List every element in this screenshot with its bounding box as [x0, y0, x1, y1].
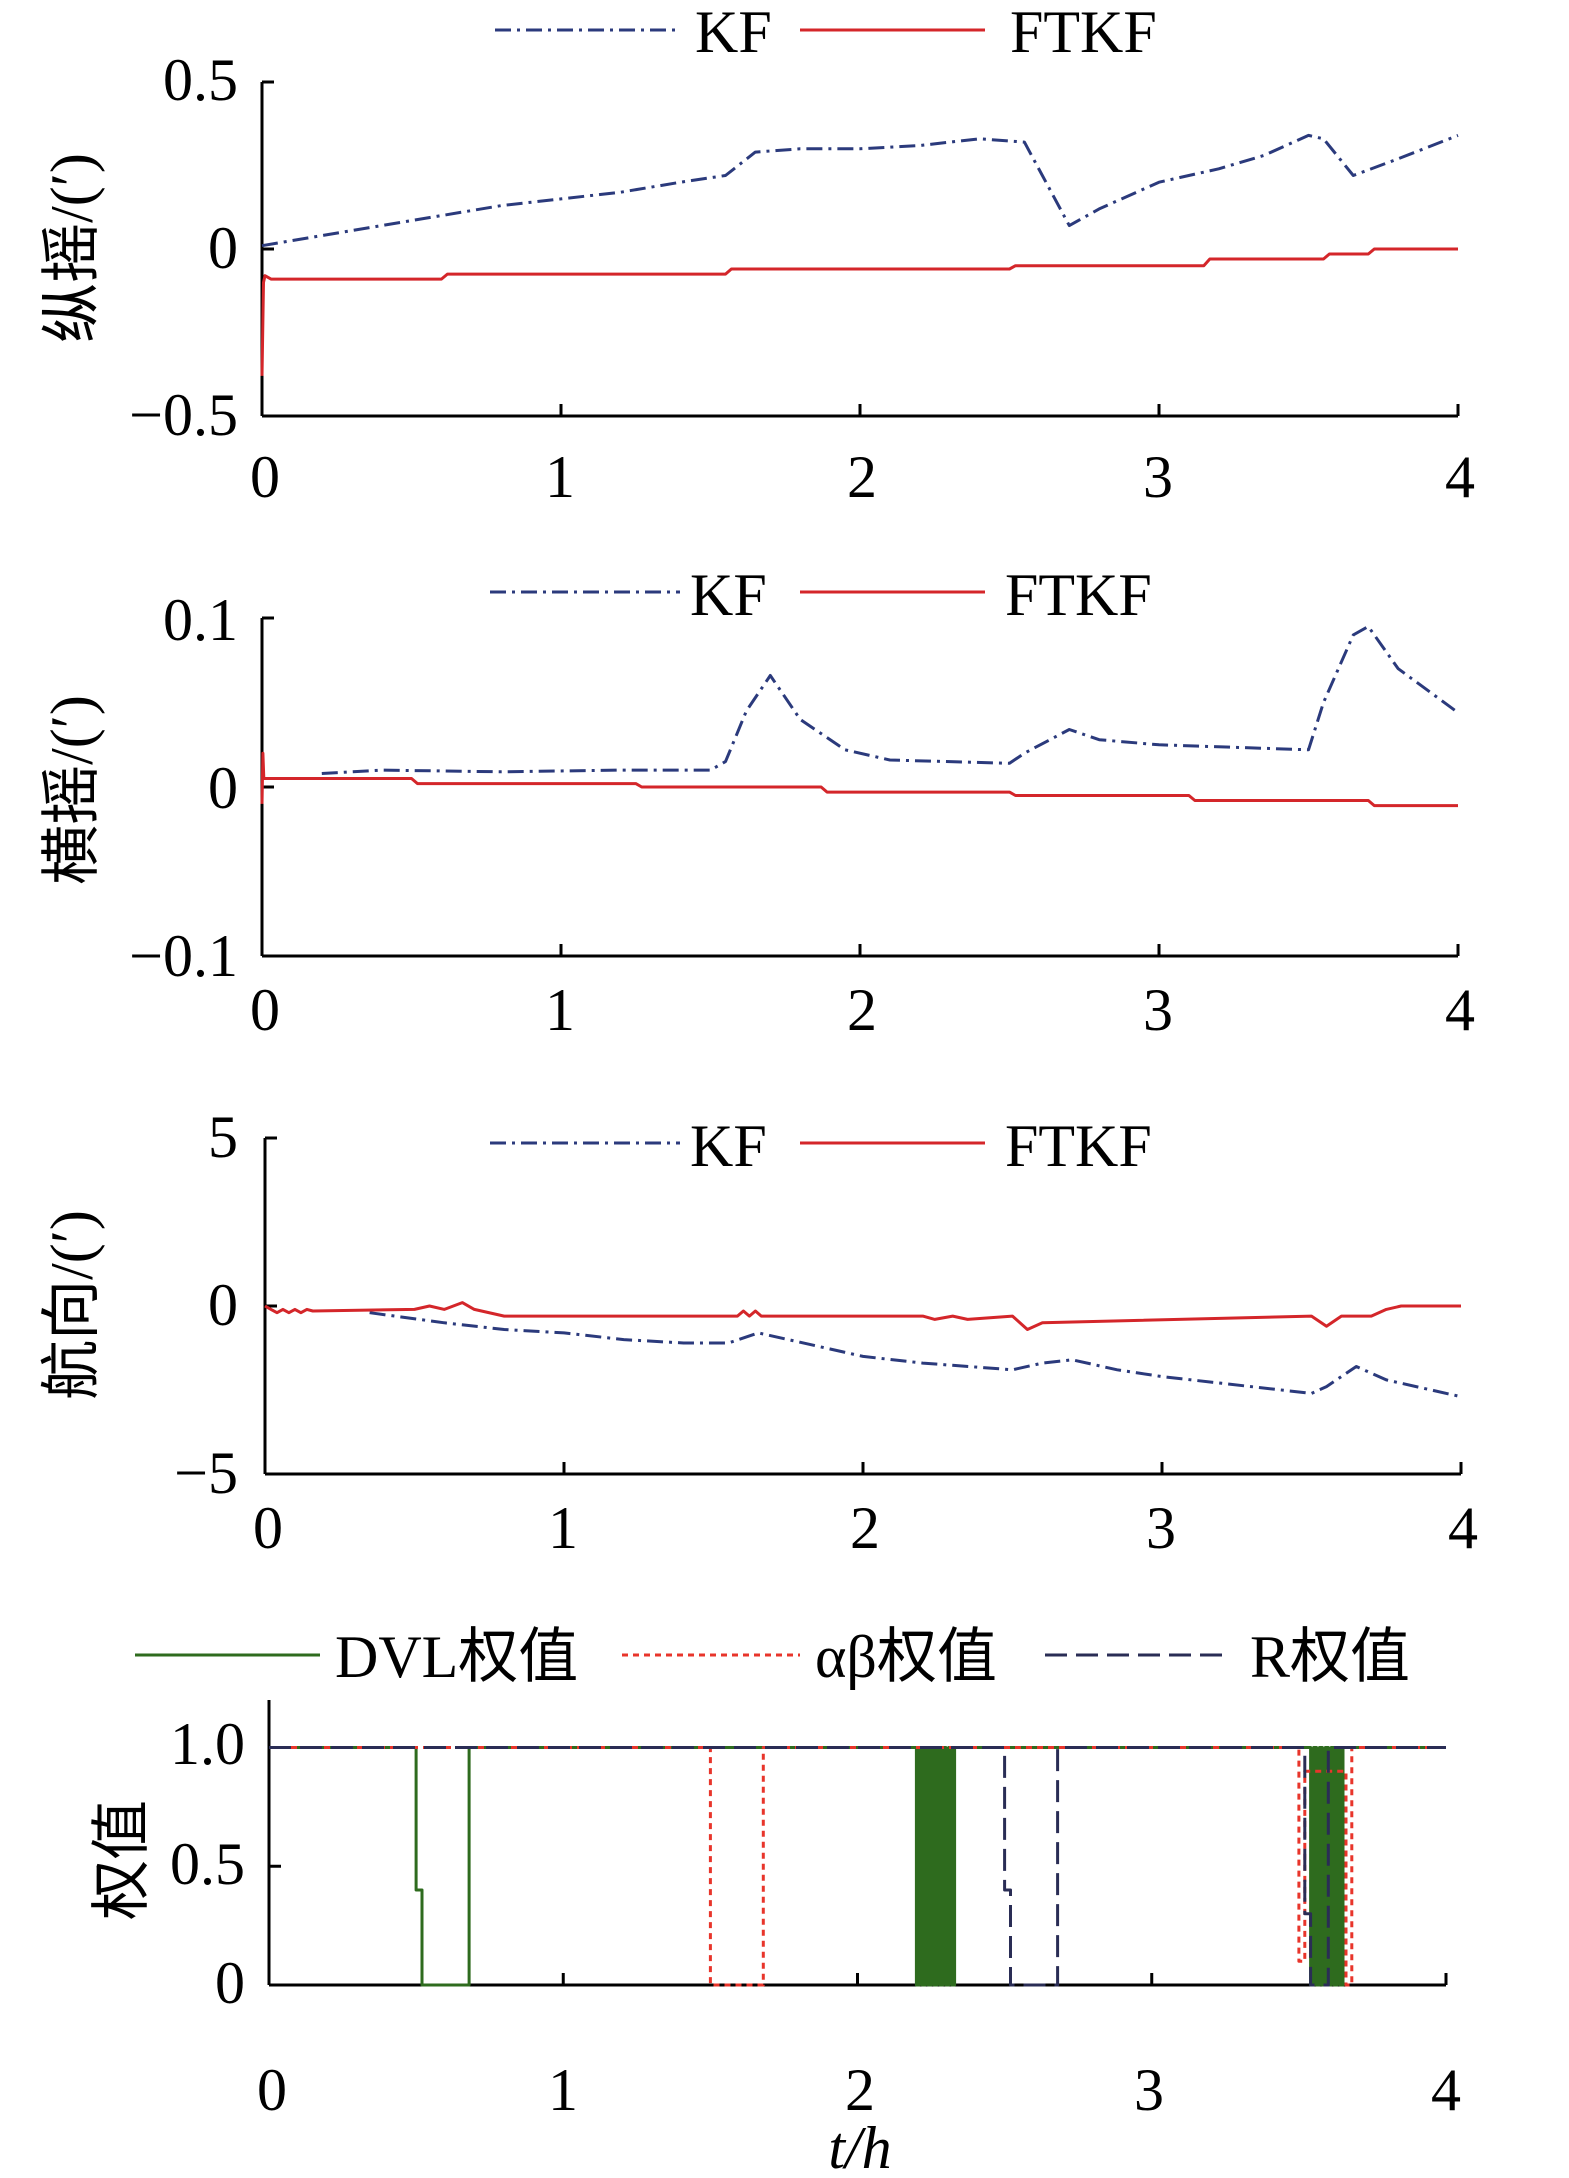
weights-x-tick-labels: 0 1 2 3 4 [257, 2057, 1461, 2123]
roll-y-tick-label: 0 [208, 755, 238, 821]
weights-x-tick-label: 4 [1431, 2057, 1461, 2123]
heading-legend-ftkf-label: FTKF [1005, 1113, 1152, 1179]
heading-x-tick-label: 4 [1448, 1495, 1478, 1561]
roll-legend-ftkf-label: FTKF [1005, 562, 1152, 628]
weights-series-3-line [269, 1746, 1446, 1987]
roll-panel: KF FTKF 横摇/(′) 0.1 0 −0.1 0 1 2 3 4 [39, 562, 1475, 1043]
pitch-panel: KF FTKF 纵摇/(′) 0.5 0 −0.5 0 1 2 3 4 [39, 0, 1475, 510]
heading-y-tick-labels: 5 0 −5 [174, 1104, 238, 1506]
pitch-y-tick-label: 0 [208, 215, 238, 281]
roll-x-tick-label: 4 [1445, 977, 1475, 1043]
heading-series-2-line [264, 1301, 1461, 1331]
pitch-x-tick-labels: 0 1 2 3 4 [250, 444, 1475, 510]
heading-x-tick-label: 0 [253, 1495, 283, 1561]
pitch-series-1-line [261, 133, 1459, 248]
roll-series-1-line [321, 625, 1459, 775]
weights-x-axis-label: t/h [828, 2115, 891, 2178]
roll-y-tick-labels: 0.1 0 −0.1 [129, 587, 238, 989]
heading-legend: KF FTKF [490, 1113, 1152, 1179]
weights-y-tick-label: 0.5 [170, 1831, 245, 1897]
heading-x-tick-label: 1 [548, 1495, 578, 1561]
heading-x-tick-labels: 0 1 2 3 4 [253, 1495, 1478, 1561]
weights-x-tick-label: 0 [257, 2057, 287, 2123]
roll-y-axis-label: 横摇/(′) [39, 695, 105, 885]
heading-panel: KF FTKF 航向/(′) 5 0 −5 0 1 2 3 4 [39, 1104, 1478, 1561]
pitch-legend-ftkf-label: FTKF [1010, 0, 1157, 65]
pitch-legend-kf-label: KF [695, 0, 772, 65]
weights-series-2-line [269, 1746, 1446, 1987]
heading-y-tick-label: −5 [174, 1440, 238, 1506]
roll-series-2-line [260, 751, 1458, 808]
weights-legend-dvl-label: DVL权值 [335, 1624, 578, 1690]
pitch-series-2-line [260, 247, 1458, 376]
weights-panel: DVL权值 αβ权值 R权值 权值 1.0 0.5 0 0 1 2 3 4 t/… [89, 1624, 1461, 2178]
pitch-x-tick-label: 1 [545, 444, 575, 510]
pitch-x-tick-label: 4 [1445, 444, 1475, 510]
weights-x-tick-label: 3 [1134, 2057, 1164, 2123]
weights-legend-ab-label: αβ权值 [815, 1624, 997, 1690]
pitch-x-tick-label: 2 [847, 444, 877, 510]
pitch-y-tick-label: 0.5 [163, 47, 238, 113]
pitch-y-axis-label: 纵摇/(′) [39, 153, 105, 343]
pitch-y-tick-labels: 0.5 0 −0.5 [129, 47, 238, 448]
heading-x-tick-label: 2 [850, 1495, 880, 1561]
weights-legend-r-label: R权值 [1250, 1624, 1410, 1690]
weights-y-tick-labels: 1.0 0.5 0 [170, 1711, 245, 2016]
pitch-y-tick-label: −0.5 [129, 382, 238, 448]
roll-y-tick-label: −0.1 [129, 923, 238, 989]
weights-legend: DVL权值 αβ权值 R权值 [135, 1624, 1410, 1690]
heading-y-tick-label: 0 [208, 1272, 238, 1338]
pitch-x-tick-label: 0 [250, 444, 280, 510]
roll-x-tick-label: 3 [1143, 977, 1173, 1043]
heading-series-1-line [369, 1311, 1462, 1399]
roll-legend: KF FTKF [490, 562, 1152, 628]
heading-legend-kf-label: KF [690, 1113, 767, 1179]
weights-series-1-line [269, 1746, 1446, 1987]
roll-x-tick-labels: 0 1 2 3 4 [250, 977, 1475, 1043]
roll-x-tick-label: 0 [250, 977, 280, 1043]
weights-y-tick-label: 1.0 [170, 1711, 245, 1777]
roll-legend-kf-label: KF [690, 562, 767, 628]
weights-x-tick-label: 1 [548, 2057, 578, 2123]
heading-y-tick-label: 5 [208, 1104, 238, 1170]
pitch-x-tick-label: 3 [1143, 444, 1173, 510]
pitch-legend: KF FTKF [495, 0, 1157, 65]
heading-x-tick-label: 3 [1146, 1495, 1176, 1561]
roll-y-tick-label: 0.1 [163, 587, 238, 653]
weights-y-tick-label: 0 [215, 1950, 245, 2016]
heading-y-axis-label: 航向/(′) [39, 1210, 105, 1400]
weights-x-tick-label: 2 [845, 2057, 875, 2123]
weights-y-axis-label: 权值 [89, 1800, 155, 1920]
roll-x-tick-label: 1 [545, 977, 575, 1043]
roll-x-tick-label: 2 [847, 977, 877, 1043]
